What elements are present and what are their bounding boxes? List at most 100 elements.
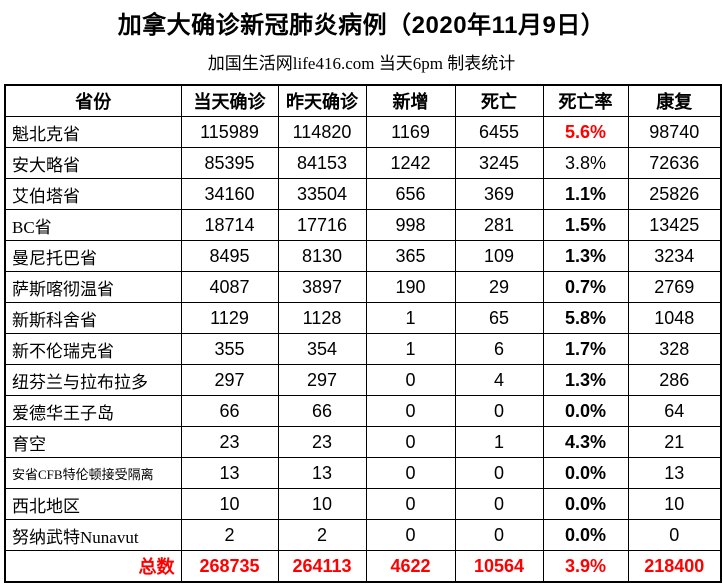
recovered-cell: 3234 [627, 240, 722, 272]
table-row: 新斯科舍省 1129 1128 1 65 5.8% 1048 [4, 302, 722, 334]
total-death-rate-cell: 3.9% [542, 550, 629, 583]
today-confirmed-cell: 297 [180, 364, 279, 396]
table-row: 安省CFB特伦顿接受隔离 13 13 0 0 0.0% 13 [4, 457, 722, 489]
deaths-cell: 109 [454, 240, 544, 272]
total-row: 总数 268735 264113 4622 10564 3.9% 218400 [4, 550, 722, 583]
total-today-cell: 268735 [180, 550, 279, 583]
recovered-cell: 2769 [627, 271, 722, 303]
deaths-cell: 0 [454, 395, 544, 427]
yesterday-confirmed-cell: 23 [277, 426, 367, 458]
province-cell: 安省CFB特伦顿接受隔离 [4, 457, 182, 489]
header-new-cases: 新增 [365, 84, 456, 117]
page-title: 加拿大确诊新冠肺炎病例（2020年11月9日） [117, 12, 606, 39]
recovered-cell: 72636 [627, 147, 722, 179]
death-rate-cell: 5.8% [542, 302, 629, 334]
today-confirmed-cell: 18714 [180, 209, 279, 241]
deaths-cell: 281 [454, 209, 544, 241]
new-cases-cell: 365 [365, 240, 456, 272]
deaths-cell: 1 [454, 426, 544, 458]
deaths-cell: 65 [454, 302, 544, 334]
table-row: 努纳武特Nunavut 2 2 0 0 0.0% 0 [4, 519, 722, 551]
total-new-cases-cell: 4622 [365, 550, 456, 583]
total-label-cell: 总数 [4, 550, 182, 583]
recovered-cell: 64 [627, 395, 722, 427]
yesterday-confirmed-cell: 17716 [277, 209, 367, 241]
deaths-cell: 0 [454, 488, 544, 520]
recovered-cell: 0 [627, 519, 722, 551]
deaths-cell: 6 [454, 333, 544, 365]
death-rate-cell: 3.8% [542, 147, 629, 179]
province-cell: 安大略省 [4, 147, 182, 179]
recovered-cell: 1048 [627, 302, 722, 334]
table-row: 爱德华王子岛 66 66 0 0 0.0% 64 [4, 395, 722, 427]
table-row: 曼尼托巴省 8495 8130 365 109 1.3% 3234 [4, 240, 722, 272]
total-recovered-cell: 218400 [627, 550, 722, 583]
death-rate-cell: 0.0% [542, 395, 629, 427]
province-cell: 努纳武特Nunavut [4, 519, 182, 551]
new-cases-cell: 998 [365, 209, 456, 241]
province-cell: 育空 [4, 426, 182, 458]
page-subtitle: 加国生活网life416.com 当天6pm 制表统计 [207, 54, 516, 73]
today-confirmed-cell: 115989 [180, 116, 279, 148]
new-cases-cell: 1 [365, 333, 456, 365]
table-row: 萨斯喀彻温省 4087 3897 190 29 0.7% 2769 [4, 271, 722, 303]
today-confirmed-cell: 1129 [180, 302, 279, 334]
death-rate-cell: 1.3% [542, 364, 629, 396]
new-cases-cell: 0 [365, 364, 456, 396]
province-cell: 新斯科舍省 [4, 302, 182, 334]
yesterday-confirmed-cell: 66 [277, 395, 367, 427]
recovered-cell: 13 [627, 457, 722, 489]
province-cell: 纽芬兰与拉布拉多 [4, 364, 182, 396]
table-row: 西北地区 10 10 0 0 0.0% 10 [4, 488, 722, 520]
deaths-cell: 0 [454, 457, 544, 489]
today-confirmed-cell: 34160 [180, 178, 279, 210]
yesterday-confirmed-cell: 2 [277, 519, 367, 551]
death-rate-cell: 5.6% [542, 116, 629, 148]
new-cases-cell: 1169 [365, 116, 456, 148]
today-confirmed-cell: 10 [180, 488, 279, 520]
deaths-cell: 29 [454, 271, 544, 303]
header-row: 省份 当天确诊 昨天确诊 新增 死亡 死亡率 康复 [4, 84, 722, 117]
recovered-cell: 13425 [627, 209, 722, 241]
table-row: BC省 18714 17716 998 281 1.5% 13425 [4, 209, 722, 241]
today-confirmed-cell: 13 [180, 457, 279, 489]
death-rate-cell: 1.7% [542, 333, 629, 365]
recovered-cell: 286 [627, 364, 722, 396]
deaths-cell: 0 [454, 519, 544, 551]
yesterday-confirmed-cell: 13 [277, 457, 367, 489]
yesterday-confirmed-cell: 10 [277, 488, 367, 520]
new-cases-cell: 0 [365, 457, 456, 489]
province-cell: BC省 [4, 209, 182, 241]
new-cases-cell: 1242 [365, 147, 456, 179]
header-deaths: 死亡 [454, 84, 544, 117]
total-yesterday-cell: 264113 [277, 550, 367, 583]
header-death-rate: 死亡率 [542, 84, 629, 117]
yesterday-confirmed-cell: 3897 [277, 271, 367, 303]
new-cases-cell: 656 [365, 178, 456, 210]
yesterday-confirmed-cell: 297 [277, 364, 367, 396]
table-row: 育空 23 23 0 1 4.3% 21 [4, 426, 722, 458]
province-cell: 魁北克省 [4, 116, 182, 148]
table-row: 艾伯塔省 34160 33504 656 369 1.1% 25826 [4, 178, 722, 210]
death-rate-cell: 0.0% [542, 457, 629, 489]
header-province: 省份 [4, 84, 182, 117]
recovered-cell: 10 [627, 488, 722, 520]
new-cases-cell: 0 [365, 395, 456, 427]
province-cell: 萨斯喀彻温省 [4, 271, 182, 303]
total-deaths-cell: 10564 [454, 550, 544, 583]
yesterday-confirmed-cell: 84153 [277, 147, 367, 179]
today-confirmed-cell: 355 [180, 333, 279, 365]
table-body: 魁北克省 115989 114820 1169 6455 5.6% 98740 安大略省 853… [4, 116, 722, 583]
deaths-cell: 4 [454, 364, 544, 396]
header-today-confirmed: 当天确诊 [180, 84, 279, 117]
death-rate-cell: 0.0% [542, 488, 629, 520]
deaths-cell: 6455 [454, 116, 544, 148]
death-rate-cell: 1.5% [542, 209, 629, 241]
death-rate-cell: 4.3% [542, 426, 629, 458]
death-rate-cell: 0.7% [542, 271, 629, 303]
new-cases-cell: 190 [365, 271, 456, 303]
recovered-cell: 25826 [627, 178, 722, 210]
province-cell: 爱德华王子岛 [4, 395, 182, 427]
header-recovered: 康复 [627, 84, 722, 117]
table-row: 纽芬兰与拉布拉多 297 297 0 4 1.3% 286 [4, 364, 722, 396]
